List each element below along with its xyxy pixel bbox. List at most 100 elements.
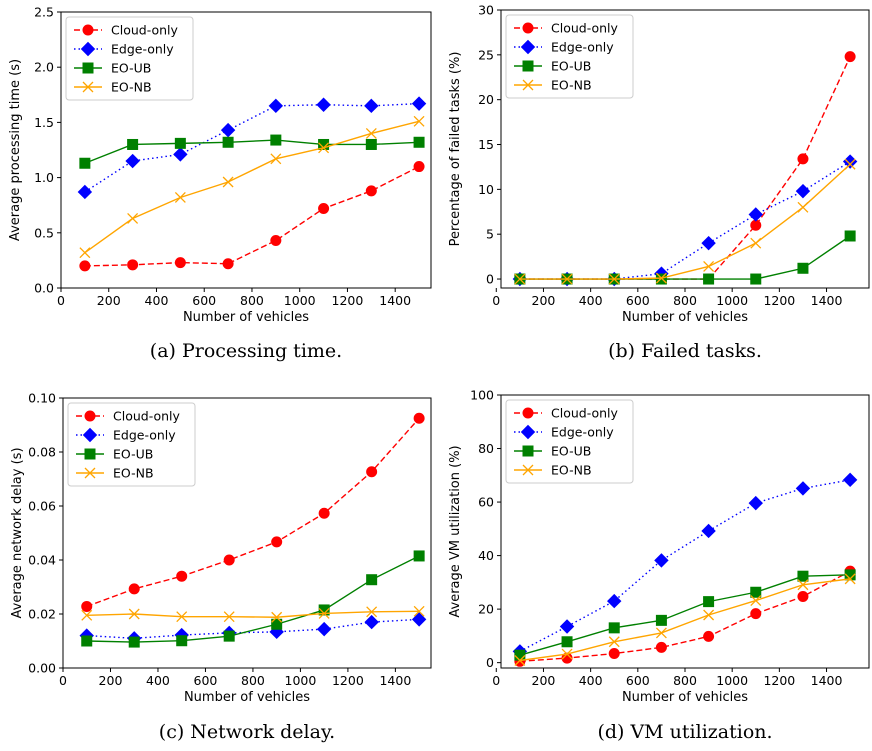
legend-marker: [522, 60, 534, 72]
data-point: [750, 586, 762, 598]
y-tick-label: 0.06: [28, 499, 56, 514]
series-line-eo-ub: [84, 139, 420, 164]
y-tick-label: 15: [478, 137, 494, 152]
y-tick-label: 20: [478, 92, 494, 107]
legend-marker: [82, 81, 94, 93]
data-point: [561, 648, 573, 660]
legend-label-eo-nb: EO-NB: [551, 463, 592, 478]
x-tick-label: 200: [97, 293, 121, 308]
data-point: [607, 593, 622, 609]
data-point: [318, 604, 330, 616]
data-point: [270, 153, 282, 165]
legend-marker: [84, 410, 96, 422]
x-tick-label: 800: [241, 673, 265, 688]
data-point: [271, 536, 283, 548]
data-point: [750, 237, 762, 249]
x-tick-label: 1000: [716, 673, 748, 688]
data-point: [703, 596, 715, 608]
data-point: [797, 201, 809, 213]
x-tick-label: 400: [146, 673, 170, 688]
data-point: [222, 258, 234, 270]
y-tick-label: 0.00: [28, 661, 56, 676]
data-point: [223, 630, 235, 642]
data-point: [318, 142, 330, 154]
x-tick-label: 1200: [332, 673, 364, 688]
legend-label-cloud-only: Cloud-only: [551, 21, 618, 36]
y-tick-label: 100: [470, 388, 494, 403]
series-line-edge-only: [86, 618, 420, 640]
x-tick-label: 0: [59, 673, 67, 688]
data-point: [79, 247, 91, 259]
data-point: [81, 609, 93, 621]
y-tick-label: 80: [478, 441, 494, 456]
data-point: [797, 570, 809, 582]
legend-marker: [80, 41, 96, 57]
x-tick-label: 400: [145, 293, 169, 308]
data-point: [559, 619, 575, 634]
data-point: [750, 608, 762, 620]
data-point: [365, 127, 377, 139]
legend: Cloud-only Edge-only EO-UB EO-NB: [505, 399, 634, 484]
legend-marker: [82, 427, 98, 443]
data-point: [842, 472, 858, 488]
data-point: [750, 273, 762, 285]
x-tick-label: 600: [626, 673, 650, 688]
data-point: [655, 272, 667, 284]
data-point: [316, 621, 332, 637]
data-point: [748, 495, 763, 511]
chart-panel-1: 0 200 400 600 800 1000 1200 1400 0.0 0.5 1.0 1.5 2.0…: [8, 5, 432, 362]
series-eo-nb: [79, 115, 425, 259]
data-point: [608, 273, 620, 285]
data-point: [270, 235, 282, 247]
data-point: [173, 147, 188, 162]
legend-marker: [522, 79, 534, 91]
data-point: [608, 648, 620, 660]
legend-marker: [520, 39, 536, 55]
data-point: [703, 609, 715, 621]
x-tick-label: 200: [532, 673, 556, 688]
data-point: [701, 523, 716, 539]
data-point: [174, 257, 186, 269]
data-point: [366, 574, 378, 586]
x-tick-label: 1400: [379, 673, 411, 688]
legend-label-eo-ub: EO-UB: [551, 59, 591, 74]
data-point: [797, 579, 809, 591]
data-point: [413, 605, 425, 617]
data-point: [608, 622, 620, 634]
series-line-edge-only: [519, 479, 851, 653]
y-tick-label: 0.0: [34, 281, 54, 296]
chart-caption: (d) VM utilization.: [597, 721, 772, 743]
data-point: [514, 655, 526, 666]
data-point: [413, 136, 425, 148]
y-tick-label: 0.5: [34, 225, 54, 240]
data-point: [608, 636, 620, 648]
chart-caption: (c) Network delay.: [159, 721, 335, 743]
x-tick-label: 1400: [811, 293, 843, 308]
legend-marker: [522, 22, 534, 34]
data-point: [270, 134, 282, 146]
data-point: [844, 573, 856, 585]
legend-label-cloud-only: Cloud-only: [551, 406, 618, 421]
legend-marker: [82, 24, 94, 36]
x-tick-label: 600: [194, 673, 218, 688]
data-point: [750, 219, 762, 231]
series-line-cloud-only: [519, 570, 851, 663]
series-line-eo-ub: [519, 574, 851, 656]
data-point: [411, 612, 427, 627]
x-axis-label: Number of vehicles: [183, 310, 309, 325]
x-tick-label: 0: [57, 293, 65, 308]
data-point: [703, 261, 715, 272]
data-point: [365, 185, 377, 197]
data-point: [318, 138, 330, 150]
series-line-eo-nb: [84, 120, 420, 254]
data-point: [748, 207, 763, 222]
data-point: [128, 583, 140, 595]
data-point: [271, 611, 283, 623]
y-tick-label: 0.10: [28, 391, 56, 406]
data-point: [223, 554, 235, 566]
x-tick-label: 800: [673, 673, 697, 688]
legend-label-edge-only: Edge-only: [551, 425, 614, 440]
chart-caption: (a) Processing time.: [150, 340, 342, 362]
series-line-eo-nb: [86, 610, 420, 618]
data-point: [561, 636, 573, 648]
